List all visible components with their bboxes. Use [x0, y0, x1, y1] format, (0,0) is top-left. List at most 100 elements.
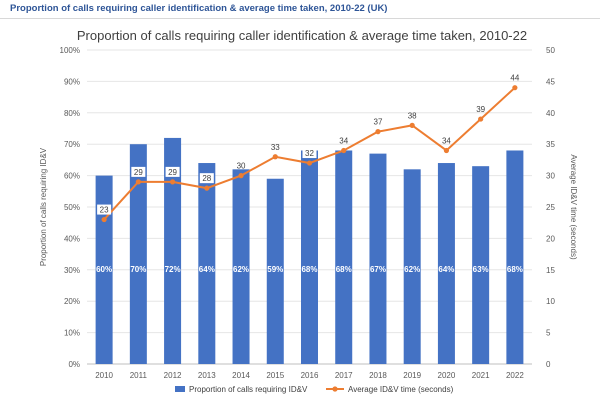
x-tick-label: 2010 — [95, 371, 113, 380]
legend-swatch-marker — [332, 386, 338, 392]
legend-label-bars: Proportion of calls requiring ID&V — [189, 385, 308, 394]
line-point — [169, 179, 176, 185]
y-right-tick-label: 30 — [546, 172, 555, 181]
x-tick-label: 2014 — [232, 371, 250, 380]
x-tick-label: 2017 — [335, 371, 353, 380]
line-point — [443, 147, 450, 154]
bar-data-label: 68% — [507, 265, 523, 274]
bar-data-label: 64% — [438, 265, 454, 274]
line-data-label: 28 — [202, 174, 211, 183]
bar-data-label: 62% — [233, 265, 249, 274]
y-left-tick-label: 20% — [64, 297, 80, 306]
bar-data-label: 59% — [267, 265, 283, 274]
y-right-tick-label: 15 — [546, 266, 555, 275]
y-right-tick-label: 20 — [546, 234, 555, 243]
line-data-label: 44 — [510, 74, 519, 83]
line-data-label: 39 — [476, 105, 485, 114]
line-point — [135, 179, 141, 185]
bar — [198, 163, 216, 364]
y-left-tick-label: 100% — [60, 46, 80, 55]
line-point — [204, 185, 210, 191]
bar-data-label: 68% — [336, 265, 352, 274]
bar — [266, 178, 284, 364]
bar-data-label: 68% — [301, 265, 317, 274]
x-tick-label: 2021 — [472, 371, 490, 380]
x-tick-label: 2013 — [198, 371, 216, 380]
line-point — [512, 85, 518, 91]
x-tick-label: 2011 — [130, 371, 148, 380]
x-tick-label: 2015 — [266, 371, 284, 380]
bar — [437, 163, 455, 364]
bar — [335, 150, 353, 364]
legend: Proportion of calls requiring ID&V Averag… — [175, 385, 454, 394]
x-tick-label: 2020 — [438, 371, 456, 380]
line-series: 23 29 29 28 30 33 32 34 37 38 34 39 44 — [97, 74, 520, 223]
bar-data-label: 67% — [370, 265, 386, 274]
line-point — [272, 154, 278, 160]
line-label-background — [131, 166, 146, 177]
line-data-label: 23 — [100, 206, 109, 215]
y-left-axis-title: Proportion of calls requiring ID&V — [39, 147, 48, 266]
bar — [403, 169, 421, 364]
x-tick-label: 2019 — [403, 371, 421, 380]
line-point — [306, 160, 313, 166]
line-data-label: 29 — [134, 168, 143, 177]
line-label-background — [302, 148, 317, 159]
bar — [301, 150, 318, 364]
y-left-tick-label: 0% — [68, 360, 80, 369]
line-data-label: 38 — [408, 111, 417, 120]
line-label-background — [165, 166, 180, 177]
line-label-background — [199, 173, 214, 184]
y-right-tick-label: 5 — [546, 329, 551, 338]
y-right-tick-label: 45 — [546, 77, 555, 86]
line-point — [238, 173, 244, 179]
page-header-title: Proportion of calls requiring caller ide… — [10, 3, 388, 14]
bar — [164, 137, 182, 364]
page-header: Proportion of calls requiring caller ide… — [0, 0, 600, 19]
bar-data-label: 60% — [96, 265, 112, 274]
y-left-tick-label: 30% — [64, 266, 80, 275]
y-left-tick-label: 70% — [64, 140, 80, 149]
y-left-tick-label: 80% — [64, 109, 80, 118]
line-data-label: 30 — [237, 162, 246, 171]
bar — [472, 166, 490, 364]
y-right-tick-label: 40 — [546, 109, 555, 118]
y-right-tick-label: 25 — [546, 203, 555, 212]
y-right-tick-label: 0 — [546, 360, 551, 369]
x-tick-label: 2022 — [506, 371, 524, 380]
y-left-tick-label: 10% — [64, 329, 80, 338]
y-right-tick-label: 35 — [546, 140, 555, 149]
chart-title: Proportion of calls requiring caller ide… — [77, 28, 527, 43]
line-data-label: 33 — [271, 143, 280, 152]
bar-series: 60% 70% 72% 64% 62% 59% 68% 68% 67% 62% 64% 63% 68% — [95, 137, 524, 364]
line-point — [478, 116, 484, 122]
line-label-background — [97, 204, 112, 215]
bar-data-label: 72% — [165, 265, 181, 274]
y-left-tick-label: 60% — [64, 172, 80, 181]
line-point — [101, 216, 107, 223]
bar — [129, 144, 147, 364]
bar-data-label: 63% — [473, 265, 489, 274]
bar — [232, 169, 250, 364]
y-right-tick-label: 10 — [546, 297, 555, 306]
y-right-axis-title: Average ID&V time (seconds) — [569, 154, 578, 260]
bar-data-label: 62% — [404, 265, 420, 274]
x-tick-label: 2018 — [369, 371, 387, 380]
y-left-tick-label: 40% — [64, 234, 80, 243]
line-data-label: 29 — [168, 168, 177, 177]
y-left-tick-label: 90% — [64, 77, 80, 86]
x-tick-label: 2012 — [164, 371, 182, 380]
line-point — [375, 129, 381, 135]
legend-swatch-bars — [175, 386, 185, 392]
legend-label-line: Average ID&V time (seconds) — [348, 385, 454, 394]
grid-lines — [87, 49, 532, 365]
bar-data-label: 64% — [199, 265, 215, 274]
line-data-label: 37 — [374, 118, 383, 127]
y-right-tick-label: 50 — [546, 46, 555, 55]
bar — [95, 175, 113, 364]
line-data-label: 32 — [305, 149, 314, 158]
bar-data-label: 70% — [130, 265, 146, 274]
bar — [369, 153, 387, 364]
axes: 0% 10% 20% 30% 40% 50% 60% 70% 80% 90% 100% 0 5 10 15 2… — [60, 46, 556, 380]
